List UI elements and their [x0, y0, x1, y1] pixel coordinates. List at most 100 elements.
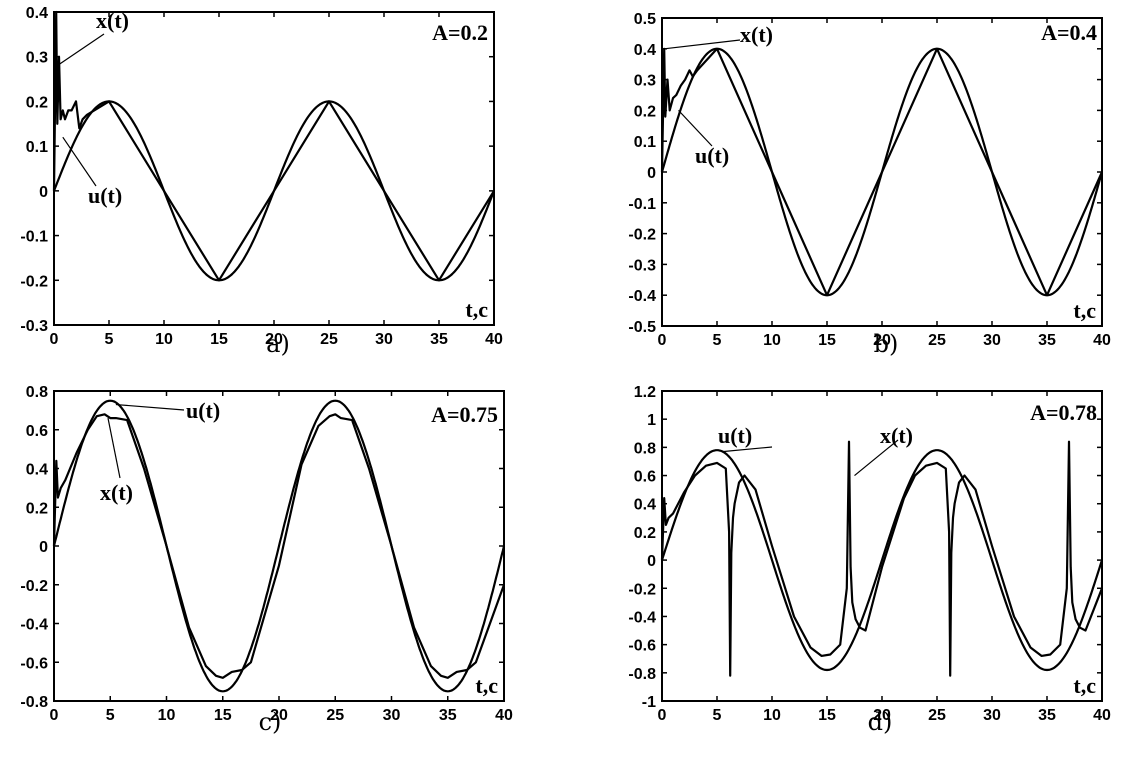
chart-panel-4: 0 5 10 15 20 25 30 35 40 1.2 1 0.8 0.6 0.4 0.2 0 -0.2 -0.…: [628, 384, 1111, 736]
annotation-leader-line: [664, 39, 741, 50]
x-tick-label: 30: [983, 332, 1001, 349]
x-tick-label: 5: [105, 331, 114, 348]
plot-frame: [53, 11, 495, 326]
panel-label: b): [874, 330, 899, 358]
x-tick-label: 10: [158, 707, 176, 724]
x-tick-label: 5: [713, 332, 722, 349]
amplitude-label: A=0.75: [431, 402, 498, 427]
series-line-xt: [660, 440, 1104, 677]
x-tick-label: 0: [658, 707, 667, 724]
x-axis-label: t,c: [1073, 298, 1096, 323]
y-tick-label: -0.6: [20, 655, 48, 672]
x-tick-label: 0: [50, 707, 59, 724]
annotation-leader-line: [678, 109, 713, 147]
x-tick-label: 20: [265, 331, 283, 348]
x-tick-label: 10: [763, 707, 781, 724]
y-tick-label: 0.2: [26, 94, 48, 111]
series-annotation: u(t): [695, 143, 729, 168]
x-tick-label: 25: [326, 707, 344, 724]
series-annotation: x(t): [740, 22, 773, 47]
y-tick-label: -0.3: [628, 257, 656, 274]
x-axis-label: t,c: [465, 297, 488, 322]
panel-label: c): [259, 708, 282, 736]
y-tick-label: -0.4: [628, 609, 656, 626]
chart-panel-2: 0 5 10 15 20 25 30 35 40 0.5 0.4 0.3 0.2 0.1 0 -0.1 -0.2…: [628, 11, 1111, 358]
y-tick-label: 1: [647, 412, 656, 429]
x-axis-label: t,c: [475, 673, 498, 698]
y-tick-label: 1.2: [634, 384, 656, 401]
x-tick-label: 25: [928, 332, 946, 349]
y-tick-label: -0.4: [20, 617, 48, 634]
x-tick-label: 15: [818, 707, 836, 724]
series-annotation: x(t): [880, 423, 913, 448]
x-tick-label: 15: [214, 707, 232, 724]
y-tick-label: 0.4: [26, 5, 48, 22]
x-tick-label: 35: [439, 707, 457, 724]
plot-frame: [661, 390, 1103, 702]
series-annotation: u(t): [186, 398, 220, 423]
y-tick-label: -0.8: [20, 694, 48, 711]
series-annotation: u(t): [88, 183, 122, 208]
y-tick-label: 0.2: [634, 103, 656, 120]
x-tick-label: 20: [270, 707, 288, 724]
x-tick-label: 15: [818, 332, 836, 349]
y-tick-label: 0.5: [634, 11, 656, 28]
y-tick-label: 0.2: [634, 525, 656, 542]
y-tick-label: 0: [647, 553, 656, 570]
annotation-leader-line: [56, 33, 105, 67]
y-tick-label: 0.2: [26, 500, 48, 517]
annotation-leader-line: [115, 403, 185, 411]
amplitude-label: A=0.2: [432, 20, 488, 45]
series-line-xt: [52, 413, 506, 679]
y-tick-label: -0.1: [628, 196, 656, 213]
y-tick-label: -0.6: [628, 638, 656, 655]
x-tick-label: 25: [928, 707, 946, 724]
y-tick-label: 0.8: [634, 440, 656, 457]
x-tick-label: 35: [430, 331, 448, 348]
x-tick-label: 40: [1093, 332, 1111, 349]
x-tick-label: 35: [1038, 707, 1056, 724]
y-tick-label: 0.6: [634, 469, 656, 486]
series-line-ut: [660, 449, 1104, 672]
x-tick-label: 5: [713, 707, 722, 724]
series-annotation: u(t): [718, 423, 752, 448]
x-tick-label: 0: [658, 332, 667, 349]
y-tick-label: -0.2: [20, 273, 48, 290]
x-tick-label: 40: [495, 707, 513, 724]
x-tick-label: 20: [873, 707, 891, 724]
chart-panel-1: 0 5 10 15 20 25 30 35 40 0.4 0.3 0.2 0.1 0 -0.1 -0.2 -0.…: [20, 5, 503, 358]
y-tick-label: -0.5: [628, 319, 656, 336]
y-tick-label: -0.2: [628, 581, 656, 598]
x-tick-label: 40: [1093, 707, 1111, 724]
y-tick-label: -1: [642, 694, 656, 711]
y-tick-label: 0.4: [634, 497, 656, 514]
series-line-xt: [52, 10, 495, 282]
y-tick-label: -0.8: [628, 666, 656, 683]
y-tick-label: 0.1: [26, 139, 48, 156]
y-tick-label: 0.1: [634, 134, 656, 151]
series-line-xt: [660, 47, 1104, 297]
annotation-leader-line: [62, 136, 97, 187]
x-tick-label: 30: [983, 707, 1001, 724]
y-tick-label: 0.4: [26, 462, 48, 479]
x-tick-label: 5: [106, 707, 115, 724]
series-annotation: x(t): [100, 480, 133, 505]
annotation-leader-line: [722, 446, 773, 453]
y-tick-label: 0.8: [26, 384, 48, 401]
y-tick-label: 0.3: [26, 50, 48, 67]
y-tick-label: -0.1: [20, 229, 48, 246]
x-tick-label: 35: [1038, 332, 1056, 349]
x-tick-label: 0: [50, 331, 59, 348]
series-line-ut: [52, 399, 506, 693]
y-tick-label: 0.4: [634, 42, 656, 59]
x-tick-label: 20: [873, 332, 891, 349]
y-tick-label: -0.2: [628, 227, 656, 244]
annotation-leader-line: [107, 418, 121, 479]
y-tick-label: 0.6: [26, 423, 48, 440]
annotation-leader-line: [854, 439, 899, 477]
series-annotation: x(t): [96, 8, 129, 33]
x-tick-label: 15: [210, 331, 228, 348]
y-tick-label: -0.3: [20, 318, 48, 335]
x-tick-label: 30: [375, 331, 393, 348]
